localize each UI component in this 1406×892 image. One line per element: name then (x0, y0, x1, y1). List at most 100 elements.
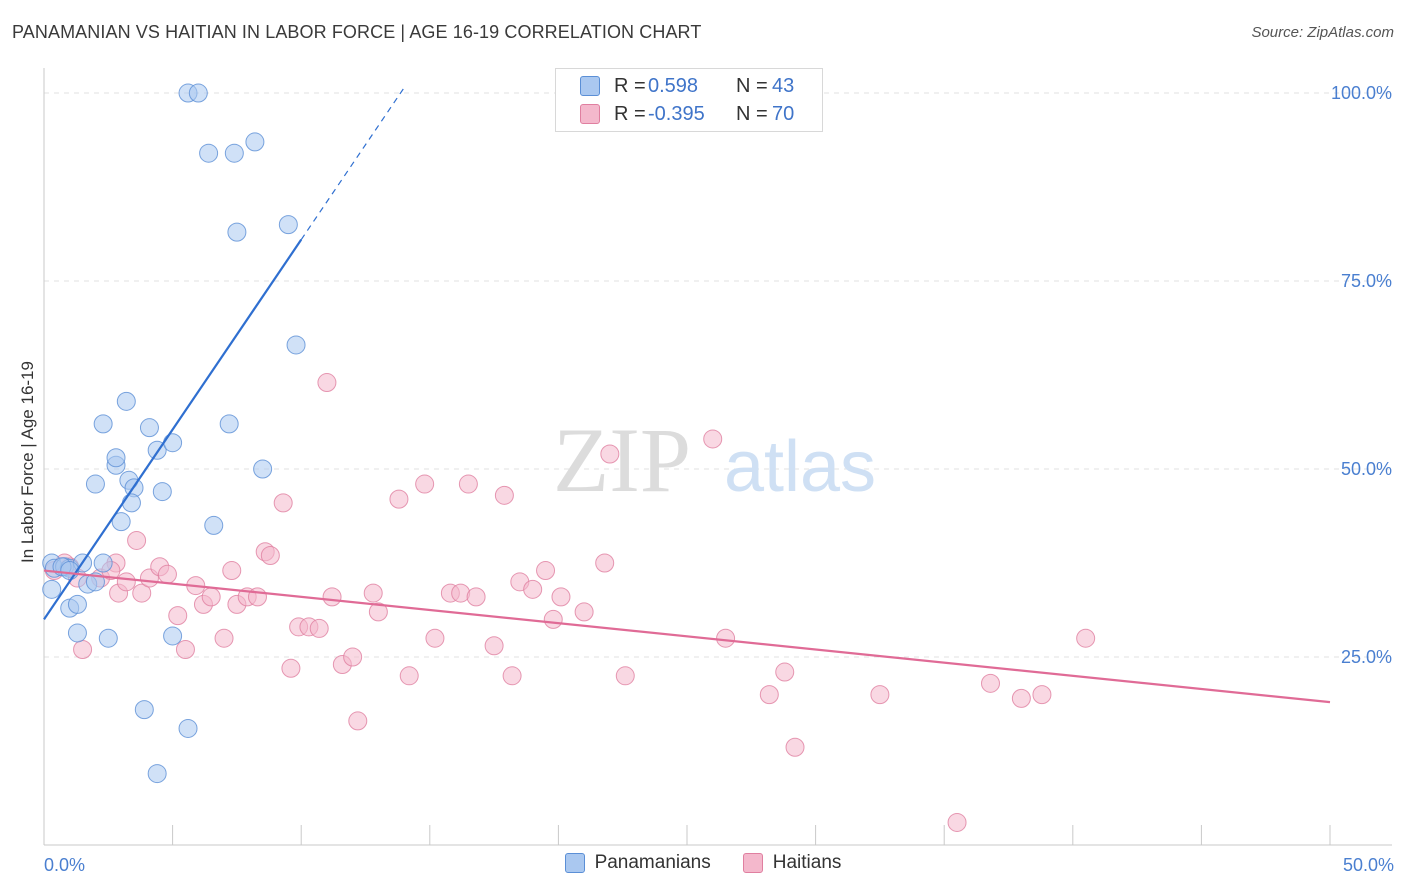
haitian-point (157, 564, 177, 584)
haitian-point (116, 572, 136, 592)
haitian-point (127, 530, 147, 550)
y-tick-label: 25.0% (1341, 647, 1392, 667)
panamanian-point (98, 628, 118, 648)
legend-r-value: -0.395 (648, 102, 705, 125)
haitian-point (399, 666, 419, 686)
panamanian-point (163, 626, 183, 646)
haitian-point (281, 658, 301, 678)
haitian-point (1032, 685, 1052, 705)
panamanian-point (178, 718, 198, 738)
panamanian-point (204, 515, 224, 535)
haitian-point (348, 711, 368, 731)
panamanian-point (85, 474, 105, 494)
x-tick-label: 0.0% (44, 855, 85, 875)
haitian-point (523, 579, 543, 599)
panamanian-point (111, 512, 131, 532)
panamanian-point (224, 143, 244, 163)
y-tick-label: 50.0% (1341, 459, 1392, 479)
legend-swatch-pink (580, 104, 600, 124)
panamanian-point (163, 433, 183, 453)
haitian-point (73, 639, 93, 659)
panamanian-point (42, 579, 62, 599)
legend-swatch-blue (564, 853, 585, 873)
haitian-point (716, 628, 736, 648)
panamanians-trend-line (43, 239, 303, 621)
legend-n-value: 70 (772, 102, 795, 125)
legend-r-label: R = (614, 74, 646, 97)
panamanians-trend-extension (300, 87, 405, 241)
haitian-point (132, 583, 152, 603)
haitian-point (363, 583, 383, 603)
panamanian-point (67, 623, 87, 643)
haitian-point (389, 489, 409, 509)
panamanians-points (42, 83, 306, 784)
haitian-point (247, 587, 267, 607)
haitian-point (343, 647, 363, 667)
haitian-point (759, 685, 779, 705)
haitian-point (543, 609, 563, 629)
haitian-point (595, 553, 615, 573)
haitian-point (201, 587, 221, 607)
legend-row-panamanians: R = 0.598 N = 43 (580, 74, 794, 98)
panamanian-point (227, 222, 247, 242)
panamanian-point (134, 700, 154, 720)
x-tick-label: 50.0% (1343, 855, 1394, 875)
panamanian-point (152, 482, 172, 502)
panamanian-point (219, 414, 239, 434)
haitian-point (425, 628, 445, 648)
y-tick-label: 100.0% (1331, 83, 1392, 103)
haitian-point (502, 666, 522, 686)
legend-row-haitians: R = -0.395 N = 70 (580, 102, 794, 126)
legend-r-label: R = (614, 102, 646, 125)
legend-swatch-blue (580, 76, 600, 96)
panamanian-point (106, 448, 126, 468)
haitian-point (309, 618, 329, 638)
haitian-point (175, 639, 195, 659)
trend-lines (43, 87, 1331, 704)
legend-item-haitians[interactable]: Haitians (742, 852, 842, 874)
haitian-point (466, 587, 486, 607)
legend-n-label: N = (736, 74, 768, 97)
panamanian-point (93, 553, 113, 573)
gridlines (44, 92, 1392, 658)
haitian-point (574, 602, 594, 622)
series-legend: Panamanians Haitians (0, 852, 1406, 874)
watermark-zip: ZIP (553, 409, 691, 511)
haitian-point (551, 587, 571, 607)
haitian-point (536, 561, 556, 581)
panamanian-point (116, 391, 136, 411)
chart-title: PANAMANIAN VS HAITIAN IN LABOR FORCE | A… (12, 22, 702, 42)
legend-label-panamanians: Panamanians (594, 852, 711, 873)
panamanian-point (139, 418, 159, 438)
legend-label-haitians: Haitians (772, 852, 842, 873)
legend-item-panamanians[interactable]: Panamanians (564, 852, 711, 874)
watermark: ZIP atlas (553, 409, 876, 511)
panamanian-point (93, 414, 113, 434)
haitian-point (458, 474, 478, 494)
legend-n-value: 43 (772, 74, 795, 97)
panamanian-point (147, 764, 167, 784)
haitian-point (368, 602, 388, 622)
y-tick-label: 75.0% (1341, 271, 1392, 291)
panamanian-point (121, 493, 141, 513)
haitian-point (260, 545, 280, 565)
haitian-point (775, 662, 795, 682)
haitian-point (870, 685, 890, 705)
panamanian-point (245, 132, 265, 152)
haitian-point (1011, 688, 1031, 708)
haitian-point (415, 474, 435, 494)
haitian-point (980, 673, 1000, 693)
haitian-point (168, 606, 188, 626)
haitian-point (484, 636, 504, 656)
haitian-point (947, 812, 967, 832)
correlation-legend: R = 0.598 N = 43 R = -0.395 N = 70 (555, 68, 823, 132)
haitian-point (785, 737, 805, 757)
haitian-point (273, 493, 293, 513)
watermark-atlas: atlas (724, 427, 876, 507)
panamanian-point (253, 459, 273, 479)
haitians-trend-line (43, 569, 1331, 704)
haitian-point (317, 373, 337, 393)
haitian-point (1076, 628, 1096, 648)
haitian-point (600, 444, 620, 464)
